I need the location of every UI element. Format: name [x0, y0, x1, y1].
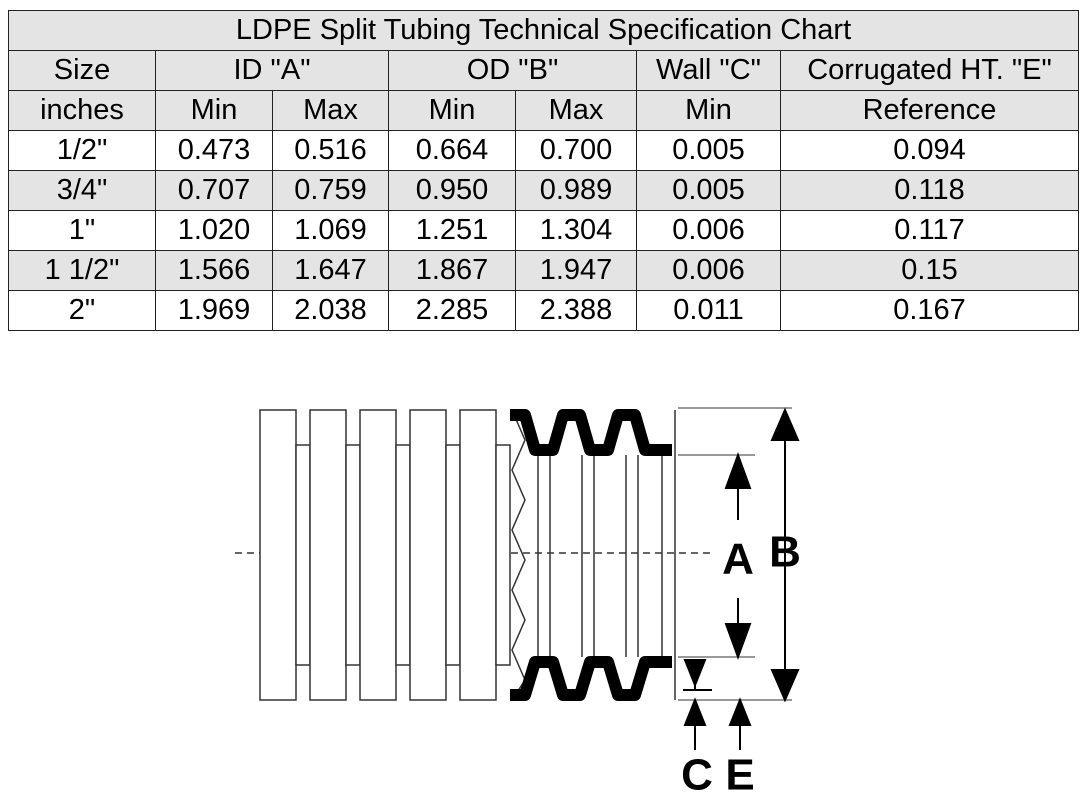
data-cell: 1/2"	[8, 130, 156, 171]
data-row: 3/4" 0.707 0.759 0.950 0.989 0.005 0.118	[8, 170, 1080, 211]
data-cell: 0.664	[388, 130, 516, 171]
data-cell: 0.118	[779, 170, 1080, 211]
data-cell: 0.167	[779, 290, 1080, 331]
data-cell: 0.094	[779, 130, 1080, 171]
subheader-cell: Min	[155, 90, 273, 131]
data-cell: 1.947	[515, 250, 637, 291]
data-cell: 1.069	[272, 210, 389, 251]
data-row: 1/2" 0.473 0.516 0.664 0.700 0.005 0.094	[8, 130, 1080, 171]
subheader-cell: Max	[272, 90, 389, 131]
inner-lines	[537, 410, 676, 700]
title-row: LDPE Split Tubing Technical Specificatio…	[7, 10, 1080, 51]
data-cell: 0.759	[272, 170, 389, 211]
spec-table: LDPE Split Tubing Technical Specificatio…	[7, 10, 1080, 331]
data-cell: 0.700	[515, 130, 637, 171]
data-cell: 0.15	[779, 250, 1080, 291]
data-cell: 2.388	[515, 290, 637, 331]
data-cell: 0.006	[636, 210, 781, 251]
break-line	[511, 409, 526, 701]
data-cell: 1.304	[515, 210, 637, 251]
header-cell: Wall "C"	[636, 50, 781, 91]
label-a: A	[722, 535, 754, 584]
data-cell: 0.473	[155, 130, 273, 171]
header-cell: ID "A"	[155, 50, 389, 91]
data-cell: 2"	[8, 290, 156, 331]
data-cell: 0.005	[636, 170, 781, 211]
subheader-cell: Max	[515, 90, 637, 131]
header-cell: Size	[8, 50, 156, 91]
subheader-cell: inches	[8, 90, 156, 131]
data-cell: 2.038	[272, 290, 389, 331]
data-cell: 0.516	[272, 130, 389, 171]
data-cell: 0.117	[779, 210, 1080, 251]
data-cell: 3/4"	[8, 170, 156, 211]
data-cell: 0.005	[636, 130, 781, 171]
table-title: LDPE Split Tubing Technical Specificatio…	[7, 10, 1080, 51]
data-cell: 1.969	[155, 290, 273, 331]
data-cell: 1 1/2"	[8, 250, 156, 291]
header-cell: OD "B"	[388, 50, 637, 91]
corrugation-top	[510, 409, 672, 456]
header-cell: Corrugated HT. "E"	[779, 50, 1080, 91]
header-row: Size ID "A" OD "B" Wall "C" Corrugated H…	[8, 50, 1080, 91]
label-e: E	[725, 751, 754, 800]
data-cell: 0.989	[515, 170, 637, 211]
rings	[259, 409, 511, 701]
data-cell: 0.707	[155, 170, 273, 211]
subheader-cell: Reference	[779, 90, 1080, 131]
data-cell: 1"	[8, 210, 156, 251]
extension-lines	[678, 407, 792, 701]
data-row: 1 1/2" 1.566 1.647 1.867 1.947 0.006 0.15	[8, 250, 1080, 291]
data-cell: 2.285	[388, 290, 516, 331]
data-cell: 1.867	[388, 250, 516, 291]
table-body: LDPE Split Tubing Technical Specificatio…	[7, 10, 1080, 331]
corrugation-bottom	[510, 656, 672, 701]
data-cell: 1.566	[155, 250, 273, 291]
data-cell: 0.006	[636, 250, 781, 291]
dimension-arrows	[683, 407, 800, 750]
subheader-row: inches Min Max Min Max Min Reference	[8, 90, 1080, 131]
data-row: 1" 1.020 1.069 1.251 1.304 0.006 0.117	[8, 210, 1080, 251]
label-b: B	[769, 528, 801, 577]
data-cell: 1.020	[155, 210, 273, 251]
subheader-cell: Min	[636, 90, 781, 131]
subheader-cell: Min	[388, 90, 516, 131]
data-row: 2" 1.969 2.038 2.285 2.388 0.011 0.167	[8, 290, 1080, 331]
data-cell: 0.011	[636, 290, 781, 331]
data-cell: 1.647	[272, 250, 389, 291]
data-cell: 0.950	[388, 170, 516, 211]
label-c: C	[681, 751, 713, 800]
data-cell: 1.251	[388, 210, 516, 251]
